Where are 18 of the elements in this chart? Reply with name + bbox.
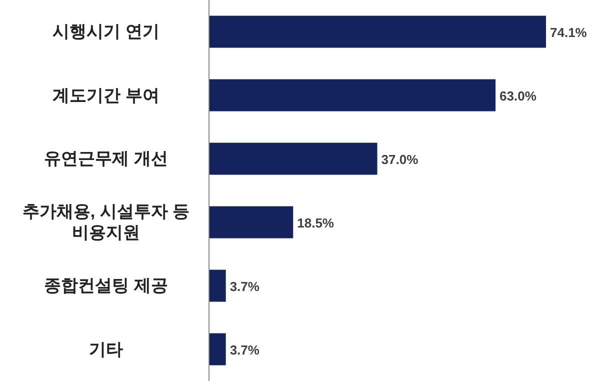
y-tick-label: 시행시기 연기 — [52, 21, 160, 42]
bar — [209, 79, 496, 112]
y-tick-label: 추가채용, 시설투자 등 비용지원 — [21, 201, 191, 244]
data-label: 63.0% — [500, 88, 537, 104]
y-tick-label: 기타 — [88, 338, 124, 360]
data-label: 18.5% — [297, 215, 334, 230]
y-tick-label: 계도기간 부여 — [52, 84, 160, 106]
bar — [209, 270, 226, 302]
bar — [209, 16, 546, 48]
bar — [209, 142, 378, 175]
y-tick-label: 유연근무제 개선 — [43, 148, 169, 170]
bar — [209, 206, 294, 238]
data-label: 74.1% — [550, 24, 588, 40]
y-tick-label: 종합컨설팅 제공 — [43, 275, 169, 296]
bar — [209, 333, 226, 366]
data-label: 37.0% — [381, 152, 419, 167]
data-label: 3.7% — [230, 278, 260, 294]
data-label: 3.7% — [230, 342, 260, 358]
